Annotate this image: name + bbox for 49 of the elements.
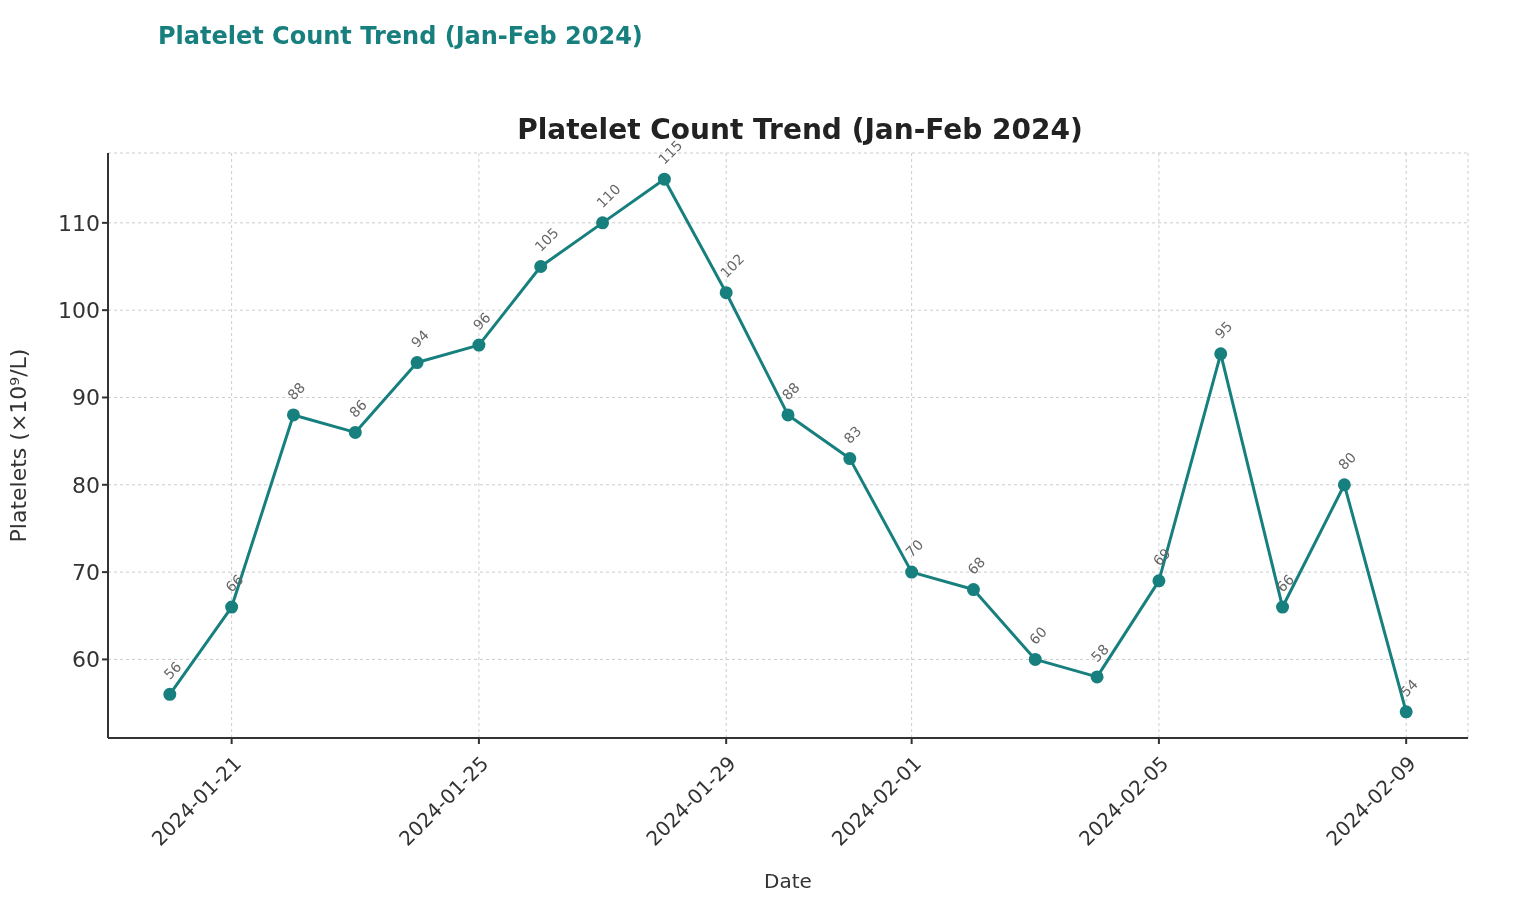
y-tick-label: 60	[72, 647, 100, 673]
point	[843, 452, 857, 466]
y-tick-label: 80	[72, 472, 100, 498]
point	[225, 600, 239, 614]
text: Platelet Count Trend (Jan-Feb 2024)	[158, 22, 643, 50]
point	[472, 338, 486, 352]
data-label: 69	[1149, 545, 1174, 569]
data-label: 70	[902, 536, 927, 561]
point	[534, 260, 548, 274]
data-label: 68	[964, 553, 989, 578]
y-tick-label: 90	[72, 385, 100, 411]
y-axis-title: Platelets (×10⁹/L)	[5, 348, 31, 543]
data-label: 56	[160, 658, 185, 683]
point	[719, 286, 733, 300]
point	[410, 356, 424, 370]
data-label: 54	[1396, 675, 1421, 700]
point	[163, 687, 177, 701]
point	[1214, 347, 1228, 361]
point	[1399, 705, 1413, 719]
point	[966, 583, 980, 597]
data-label: 110	[593, 180, 624, 211]
data-label: 88	[284, 379, 309, 404]
point	[781, 408, 795, 422]
data-label: 80	[1335, 448, 1360, 473]
data-label: 66	[1273, 571, 1298, 596]
x-axis-title: Date	[764, 869, 812, 893]
data-label: 58	[1087, 641, 1112, 665]
point	[1276, 600, 1290, 614]
data-label: 95	[1211, 318, 1236, 342]
data-label: 105	[531, 224, 562, 255]
data-label: 96	[469, 309, 494, 334]
data-label: 94	[407, 326, 432, 351]
data-label: 88	[778, 379, 803, 404]
point	[1090, 670, 1104, 684]
point	[1028, 652, 1042, 666]
point	[905, 565, 919, 579]
data-label: 60	[1026, 623, 1050, 648]
point	[1337, 478, 1351, 492]
point	[596, 216, 610, 230]
data-label: 66	[222, 571, 247, 596]
data-label: 83	[840, 422, 865, 447]
point	[1152, 574, 1166, 588]
data-label: 86	[346, 396, 371, 421]
y-tick-label: 110	[58, 210, 100, 236]
y-tick-label: 100	[58, 297, 100, 323]
y-tick-label: 70	[72, 559, 100, 585]
point	[348, 425, 362, 439]
point	[657, 172, 671, 186]
point	[286, 408, 300, 422]
